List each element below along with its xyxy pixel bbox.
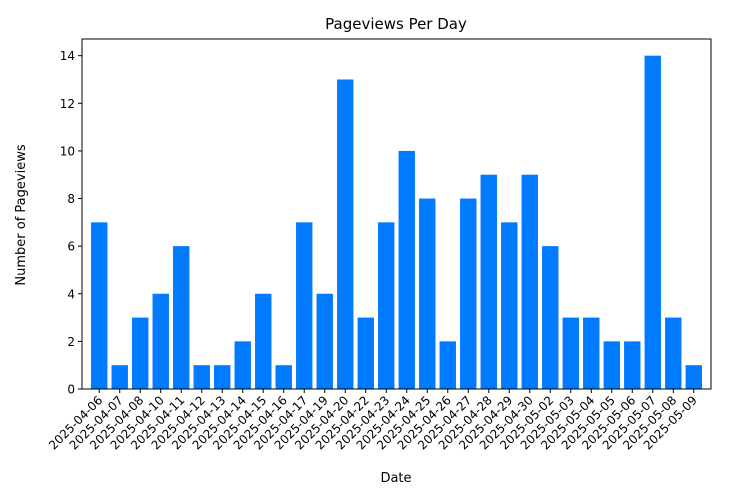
bar-2025-04-22 [357, 317, 374, 389]
bar-2025-04-16 [275, 365, 292, 389]
bar-2025-05-06 [624, 341, 641, 389]
bar-2025-04-20 [337, 79, 354, 389]
y-tick-label: 10 [60, 144, 75, 158]
chart-title: Pageviews Per Day [325, 15, 467, 33]
bar-2025-04-29 [501, 222, 518, 389]
bar-2025-04-07 [111, 365, 128, 389]
bar-2025-04-10 [152, 293, 169, 389]
bar-2025-04-23 [378, 222, 395, 389]
x-axis: 2025-04-062025-04-072025-04-082025-04-10… [46, 389, 700, 452]
y-tick-label: 6 [67, 240, 75, 254]
plot-frame [81, 38, 712, 390]
y-axis: 0 2 4 6 8 10 12 14 [60, 49, 82, 397]
bar-2025-04-13 [214, 365, 231, 389]
bar-2025-04-15 [255, 293, 272, 389]
bar-2025-04-25 [419, 198, 436, 389]
y-axis-label: Number of Pageviews [14, 144, 29, 285]
bar-2025-04-28 [480, 174, 497, 389]
y-tick-label: 0 [67, 383, 75, 397]
bar-2025-05-04 [583, 317, 600, 389]
bar-2025-04-30 [521, 174, 538, 389]
bar-2025-04-24 [398, 150, 415, 389]
bar-2025-04-27 [460, 198, 477, 389]
bar-2025-05-09 [685, 365, 702, 389]
bar-2025-05-02 [542, 246, 559, 389]
bar-2025-05-07 [644, 55, 661, 390]
bar-2025-04-06 [91, 222, 108, 389]
bar-2025-05-08 [665, 317, 682, 389]
bar-2025-04-11 [173, 246, 190, 389]
y-tick-label: 14 [60, 49, 75, 63]
y-tick-label: 4 [67, 287, 75, 301]
bar-2025-05-05 [603, 341, 620, 389]
bars-group [91, 55, 702, 390]
bar-2025-04-17 [296, 222, 313, 389]
x-axis-label: Date [380, 471, 411, 486]
y-tick-label: 12 [60, 97, 75, 111]
bar-2025-04-12 [193, 365, 210, 389]
bar-2025-04-26 [439, 341, 456, 389]
bar-2025-04-19 [316, 293, 333, 389]
bar-2025-05-03 [562, 317, 579, 389]
bar-2025-04-08 [132, 317, 149, 389]
y-tick-label: 2 [67, 335, 75, 349]
y-tick-label: 8 [67, 192, 75, 206]
bar-2025-04-14 [234, 341, 251, 389]
